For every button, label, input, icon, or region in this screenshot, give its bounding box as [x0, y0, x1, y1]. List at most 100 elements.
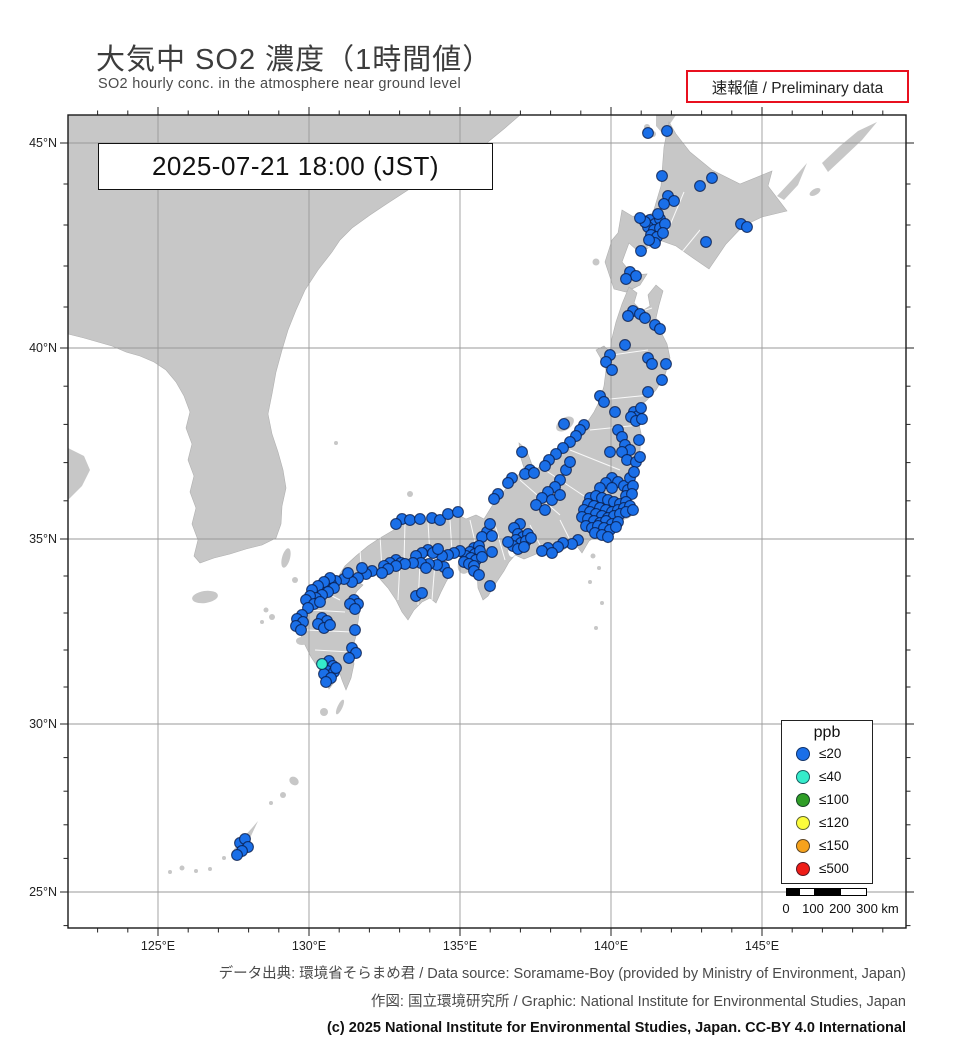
scale-bar-segments	[786, 888, 867, 896]
station-dots	[231, 125, 753, 861]
station-dot	[546, 547, 558, 559]
shikotan-island	[809, 188, 821, 196]
lat-label: 35°N	[29, 532, 57, 546]
sakishima-1	[168, 870, 172, 874]
legend-label: ≤500	[819, 861, 849, 876]
station-dot	[414, 513, 426, 525]
station-dot	[636, 413, 648, 425]
station-dot	[518, 541, 530, 553]
station-dot	[476, 551, 488, 563]
legend-swatch-cyan	[796, 769, 810, 784]
lat-label: 40°N	[29, 341, 57, 355]
station-dot	[606, 482, 618, 494]
scale-100: 100	[802, 901, 824, 916]
station-dot	[602, 531, 614, 543]
scale-300: 300	[856, 901, 878, 916]
station-dot	[606, 364, 618, 376]
station-dot	[604, 446, 616, 458]
station-dot	[442, 567, 454, 579]
station-dot	[600, 356, 612, 368]
station-dot	[502, 536, 514, 548]
station-dot	[654, 323, 666, 335]
yakushima-island	[320, 708, 328, 716]
legend-label: ≤20	[819, 746, 842, 761]
grid-lines	[68, 115, 906, 928]
izu-island-4	[600, 601, 604, 605]
legend-item: ≤150	[782, 834, 872, 857]
lat-label: 25°N	[29, 885, 57, 899]
footer-copyright: (c) 2025 National Institute for Environm…	[326, 1020, 906, 1036]
station-dot	[646, 358, 658, 370]
station-dot	[320, 676, 332, 688]
station-dot	[660, 358, 672, 370]
station-dot	[610, 521, 622, 533]
legend-item: ≤120	[782, 811, 872, 834]
station-dot	[416, 587, 428, 599]
station-dot	[349, 603, 361, 615]
tanegashima-island	[335, 699, 345, 715]
legend-box: ppb ≤20 ≤40 ≤100 ≤120 ≤150 ≤500	[781, 720, 873, 884]
izu-island-2	[597, 566, 601, 570]
station-dot	[502, 477, 514, 489]
station-dot	[342, 567, 354, 579]
station-dot	[635, 245, 647, 257]
station-dot	[434, 514, 446, 526]
station-dot	[554, 489, 566, 501]
station-dot	[657, 227, 669, 239]
legend-item: ≤100	[782, 788, 872, 811]
station-dot	[330, 662, 342, 674]
page-title: 大気中 SO2 濃度（1時間値）	[96, 44, 493, 76]
sakishima-2	[179, 865, 185, 871]
station-dot	[642, 386, 654, 398]
legend-swatch-blue	[796, 746, 810, 761]
legend-label: ≤100	[819, 792, 849, 807]
amakusa-islands	[296, 637, 308, 645]
station-dot	[643, 234, 655, 246]
station-dot	[628, 466, 640, 478]
station-dot	[349, 624, 361, 636]
scale-200: 200	[829, 901, 851, 916]
station-dot	[316, 658, 328, 670]
legend-item: ≤20	[782, 742, 872, 765]
jeju-island	[192, 590, 218, 604]
station-dot	[516, 446, 528, 458]
legend-label: ≤150	[819, 838, 849, 853]
legend-swatch-green	[796, 792, 810, 807]
izu-oshima	[590, 553, 596, 559]
kunashiri-island	[777, 163, 807, 200]
lat-label: 30°N	[29, 717, 57, 731]
station-dot	[652, 208, 664, 220]
station-dot	[639, 312, 651, 324]
sakhalin	[656, 115, 676, 133]
station-dot	[609, 406, 621, 418]
station-dot	[484, 518, 496, 530]
goto-islands-2	[269, 614, 275, 620]
station-dot	[656, 170, 668, 182]
station-dot	[630, 270, 642, 282]
continent-asia	[68, 115, 521, 564]
station-dot	[404, 514, 416, 526]
map-frame	[67, 114, 907, 929]
station-dot	[528, 467, 540, 479]
station-dot	[635, 402, 647, 414]
iki-island	[292, 577, 298, 583]
legend-item: ≤40	[782, 765, 872, 788]
station-dot	[633, 434, 645, 446]
station-dot	[668, 195, 680, 207]
station-dot	[324, 619, 336, 631]
station-dot	[376, 567, 388, 579]
station-dot	[488, 493, 500, 505]
preliminary-data-badge: 速報値 / Preliminary data	[686, 70, 909, 103]
sakishima-4	[208, 867, 212, 871]
izu-island-3	[588, 580, 592, 584]
station-dot	[642, 127, 654, 139]
footer-data-source: データ出典: 環境省そらまめ君 / Data source: Soramame-…	[218, 966, 906, 982]
scale-0: 0	[782, 901, 790, 916]
station-dot	[741, 221, 753, 233]
landmasses	[68, 115, 877, 874]
china-coast-sliver	[68, 448, 90, 500]
legend-item: ≤500	[782, 857, 872, 880]
station-dot	[231, 849, 243, 861]
ulleung-island	[334, 441, 338, 445]
